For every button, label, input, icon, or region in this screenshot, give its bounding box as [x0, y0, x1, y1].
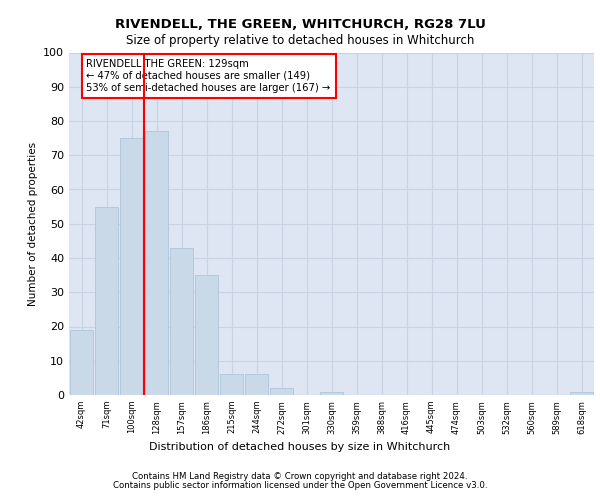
Text: Size of property relative to detached houses in Whitchurch: Size of property relative to detached ho… [126, 34, 474, 47]
Text: RIVENDELL, THE GREEN, WHITCHURCH, RG28 7LU: RIVENDELL, THE GREEN, WHITCHURCH, RG28 7… [115, 18, 485, 30]
Bar [95, 206, 118, 395]
Bar [320, 392, 343, 395]
Bar [70, 330, 94, 395]
Text: Contains public sector information licensed under the Open Government Licence v3: Contains public sector information licen… [113, 481, 487, 490]
Bar [119, 138, 143, 395]
Bar [245, 374, 268, 395]
Bar [170, 248, 193, 395]
Bar [269, 388, 293, 395]
Bar [145, 132, 169, 395]
Bar [569, 392, 593, 395]
Bar [220, 374, 244, 395]
Text: Contains HM Land Registry data © Crown copyright and database right 2024.: Contains HM Land Registry data © Crown c… [132, 472, 468, 481]
Y-axis label: Number of detached properties: Number of detached properties [28, 142, 38, 306]
Text: Distribution of detached houses by size in Whitchurch: Distribution of detached houses by size … [149, 442, 451, 452]
Bar [194, 275, 218, 395]
Text: RIVENDELL THE GREEN: 129sqm
← 47% of detached houses are smaller (149)
53% of se: RIVENDELL THE GREEN: 129sqm ← 47% of det… [86, 60, 331, 92]
